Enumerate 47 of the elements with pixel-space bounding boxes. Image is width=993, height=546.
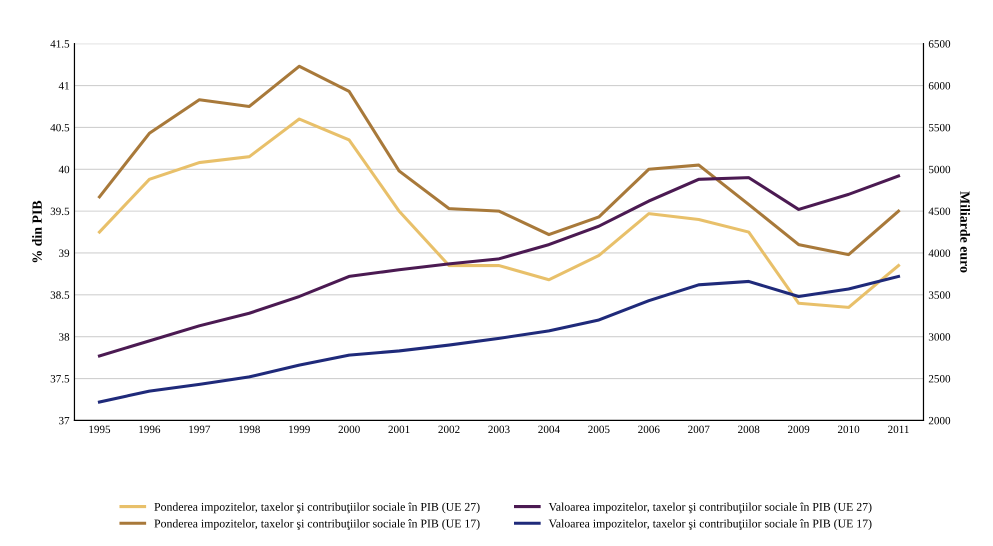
- y-tick-label: 41.5: [50, 40, 70, 48]
- y-tick-label: 37: [59, 416, 70, 424]
- x-tick-label: 2004: [538, 426, 560, 434]
- y2-axis-title: Miliarde euro: [960, 191, 970, 272]
- line-series: [98, 118, 900, 309]
- x-tick-label: 2000: [338, 426, 360, 434]
- legend-label: Valoarea impozitelor, taxelor şi contribuţiilor sociale în PIB (UE 17): [548, 519, 872, 530]
- x-tick-label: 1999: [289, 426, 310, 434]
- x-tick-label: 2008: [738, 426, 760, 434]
- x-tick-label: 1996: [139, 426, 160, 434]
- y-tick-label: 39: [59, 249, 70, 257]
- y2-tick-label: 6500: [928, 40, 950, 48]
- line-series: [98, 174, 900, 358]
- y2-tick-label: 5000: [928, 166, 950, 174]
- x-tick-label: 2010: [838, 426, 860, 434]
- y2-tick-label: 2500: [928, 375, 950, 383]
- y-tick-label: 40: [58, 166, 70, 174]
- y2-tick-label: 3000: [928, 333, 950, 341]
- y2-tick-label: 4000: [928, 249, 950, 257]
- x-tick-label: 2003: [488, 426, 510, 434]
- y-tick-label: 37.5: [50, 375, 70, 383]
- y-axis-title: % din PIB: [32, 200, 42, 262]
- y-tick-label: 38.5: [50, 291, 70, 299]
- y2-tick-label: 4500: [928, 208, 950, 216]
- y2-tick-label: 2000: [928, 416, 950, 424]
- legend-label: Valoarea impozitelor, taxelor şi contribuţiilor sociale în PIB (UE 27): [548, 502, 872, 514]
- x-tick-label: 1995: [89, 426, 110, 434]
- x-tick-label: 2011: [888, 426, 909, 434]
- x-tick-label: 2002: [438, 426, 460, 434]
- y-tick-label: 40.5: [50, 124, 70, 132]
- line-series: [98, 274, 900, 404]
- legend-label: Ponderea impozitelor, taxelor şi contribuţiilor sociale în PIB (UE 17): [154, 519, 480, 530]
- x-tick-label: 2009: [788, 426, 810, 434]
- legend-label: Ponderea impozitelor, taxelor şi contribuţiilor sociale în PIB (UE 27): [154, 502, 480, 514]
- x-tick-label: 1998: [239, 426, 260, 434]
- y-tick-label: 41: [58, 82, 69, 90]
- x-tick-label: 1997: [189, 426, 210, 434]
- x-tick-label: 2006: [638, 426, 660, 434]
- y2-tick-label: 3500: [928, 291, 950, 299]
- y2-tick-label: 5500: [928, 124, 950, 132]
- y-tick-label: 39.5: [50, 208, 70, 216]
- x-tick-label: 2001: [388, 426, 410, 434]
- y2-tick-label: 6000: [928, 82, 950, 90]
- line-series: [98, 64, 900, 256]
- y-tick-label: 38: [59, 333, 70, 341]
- x-tick-label: 2005: [588, 426, 610, 434]
- x-tick-label: 2007: [688, 426, 710, 434]
